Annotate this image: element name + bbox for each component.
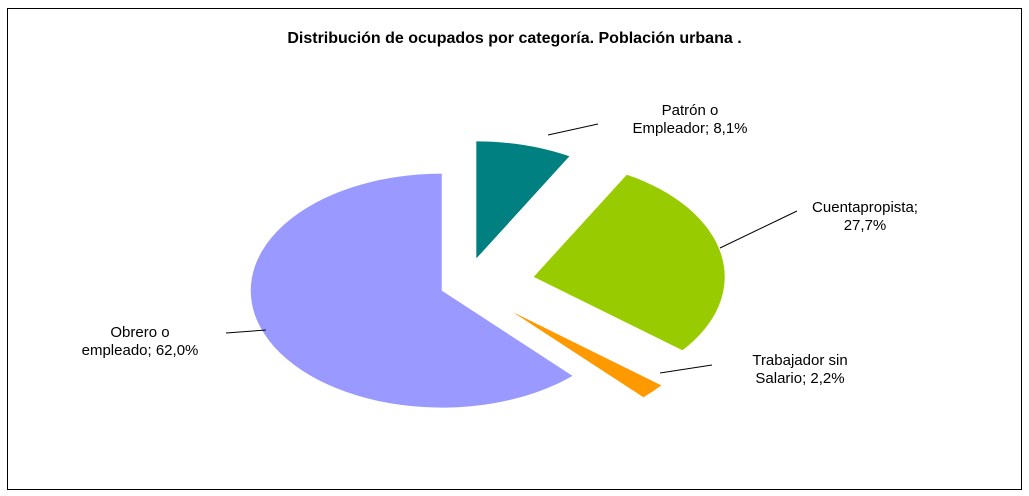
pie-slice [250,173,573,408]
chart-title: Distribución de ocupados por categoría. … [287,30,742,47]
leader-line [719,210,798,249]
data-label: Patrón o Empleador; 8,1% [632,102,748,137]
leader-line [225,329,267,334]
pie-slice [533,174,725,351]
leader-line [659,364,713,374]
data-label: Obrero o empleado; 62,0% [81,324,199,359]
chart-border [7,8,1022,490]
pie-slice [512,311,662,398]
data-label: Cuentapropista; 27,7% [812,199,918,234]
pie-slice [476,141,570,259]
leader-line [547,123,599,136]
data-label: Trabajador sin Salario; 2,2% [752,352,848,387]
